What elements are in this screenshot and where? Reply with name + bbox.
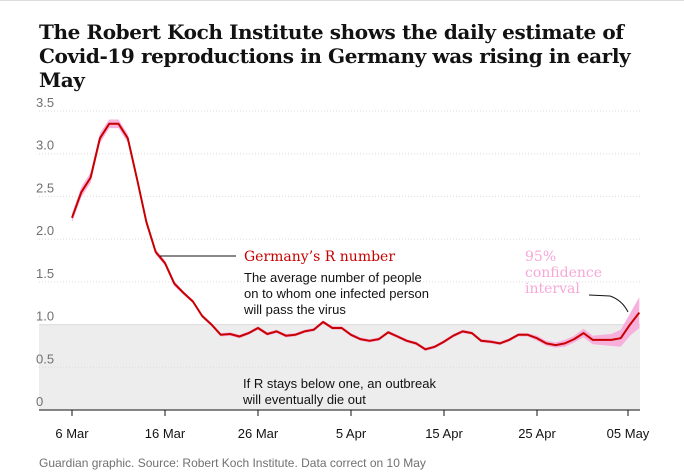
below-one-annotation-line: If R stays below one, an outbreak bbox=[243, 376, 436, 391]
y-tick-label: 1.0 bbox=[36, 309, 54, 324]
ci-annotation-line: confidence bbox=[525, 265, 602, 281]
y-tick-label: 3.0 bbox=[36, 138, 54, 153]
y-tick-label: 0 bbox=[36, 394, 43, 409]
top-rule bbox=[0, 0, 684, 1]
ci-annotation-line: interval bbox=[525, 281, 580, 297]
x-tick-label: 15 Apr bbox=[425, 426, 463, 441]
source-footer: Guardian graphic. Source: Robert Koch In… bbox=[39, 456, 426, 470]
confidence-band bbox=[72, 119, 640, 352]
x-tick-label: 25 Apr bbox=[518, 426, 556, 441]
x-tick-label: 16 Mar bbox=[145, 426, 186, 441]
x-tick-label: 6 Mar bbox=[55, 426, 89, 441]
y-tick-label: 2.0 bbox=[36, 223, 54, 238]
r-number-annotation-line: The average number of people bbox=[244, 270, 422, 285]
r-number-line bbox=[71, 122, 641, 351]
y-tick-label: 1.5 bbox=[36, 266, 54, 281]
x-tick-label: 26 Mar bbox=[238, 426, 279, 441]
y-tick-label: 3.5 bbox=[36, 95, 54, 110]
r-number-annotation-line: on to whom one infected person bbox=[244, 286, 429, 301]
y-tick-label: 2.5 bbox=[36, 180, 54, 195]
y-tick-label: 0.5 bbox=[36, 351, 54, 366]
x-tick-label: 5 Apr bbox=[336, 426, 367, 441]
r-number-annotation-line: will pass the virus bbox=[243, 302, 346, 317]
below-one-annotation-line: will eventually die out bbox=[242, 392, 366, 407]
ci-leader bbox=[588, 294, 629, 313]
r-number-annotation-title: Germany’s R number bbox=[244, 249, 395, 265]
x-tick-label: 05 May bbox=[607, 426, 650, 441]
chart-title: The Robert Koch Institute shows the dail… bbox=[39, 20, 631, 92]
ci-annotation-line: 95% bbox=[525, 249, 556, 265]
